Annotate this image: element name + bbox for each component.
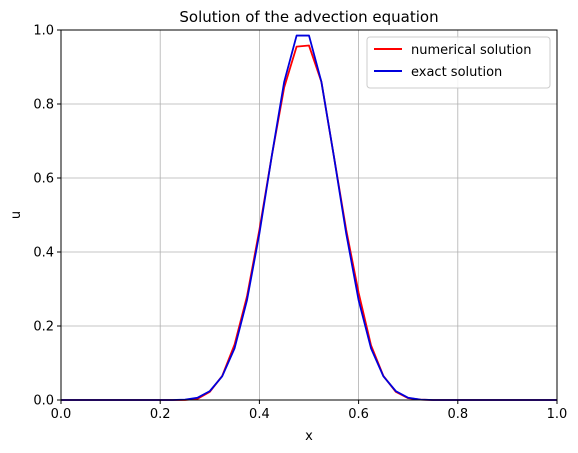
x-tick-label: 1.0 — [547, 407, 568, 422]
y-tick-label: 0.6 — [33, 172, 54, 187]
chart-title: Solution of the advection equation — [179, 8, 438, 26]
legend-box — [366, 36, 551, 89]
x-tick-label: 0.2 — [150, 407, 171, 422]
y-tick-label: 0.8 — [33, 98, 54, 113]
x-tick-label: 0.8 — [447, 407, 468, 422]
y-axis-label: u — [9, 211, 24, 219]
legend-label-exact-solution: exact solution — [411, 65, 502, 80]
x-tick-label: 0.0 — [51, 407, 72, 422]
x-tick-label: 0.4 — [249, 407, 270, 422]
legend: numerical solution exact solution — [366, 36, 551, 89]
axis-ticks: 0.0 0.2 0.4 0.6 0.8 1.0 0.0 0.2 0.4 0.6 0.8 1.0 — [33, 24, 567, 423]
plot-frame — [60, 29, 558, 401]
x-tick-label: 0.6 — [348, 407, 369, 422]
y-tick-label: 1.0 — [33, 24, 54, 39]
legend-label-numerical-solution: numerical solution — [411, 43, 531, 58]
x-axis-label: x — [305, 429, 313, 444]
y-tick-label: 0.4 — [33, 246, 54, 261]
y-tick-label: 0.0 — [33, 394, 54, 409]
y-tick-label: 0.2 — [33, 320, 54, 335]
grid — [60, 29, 558, 401]
